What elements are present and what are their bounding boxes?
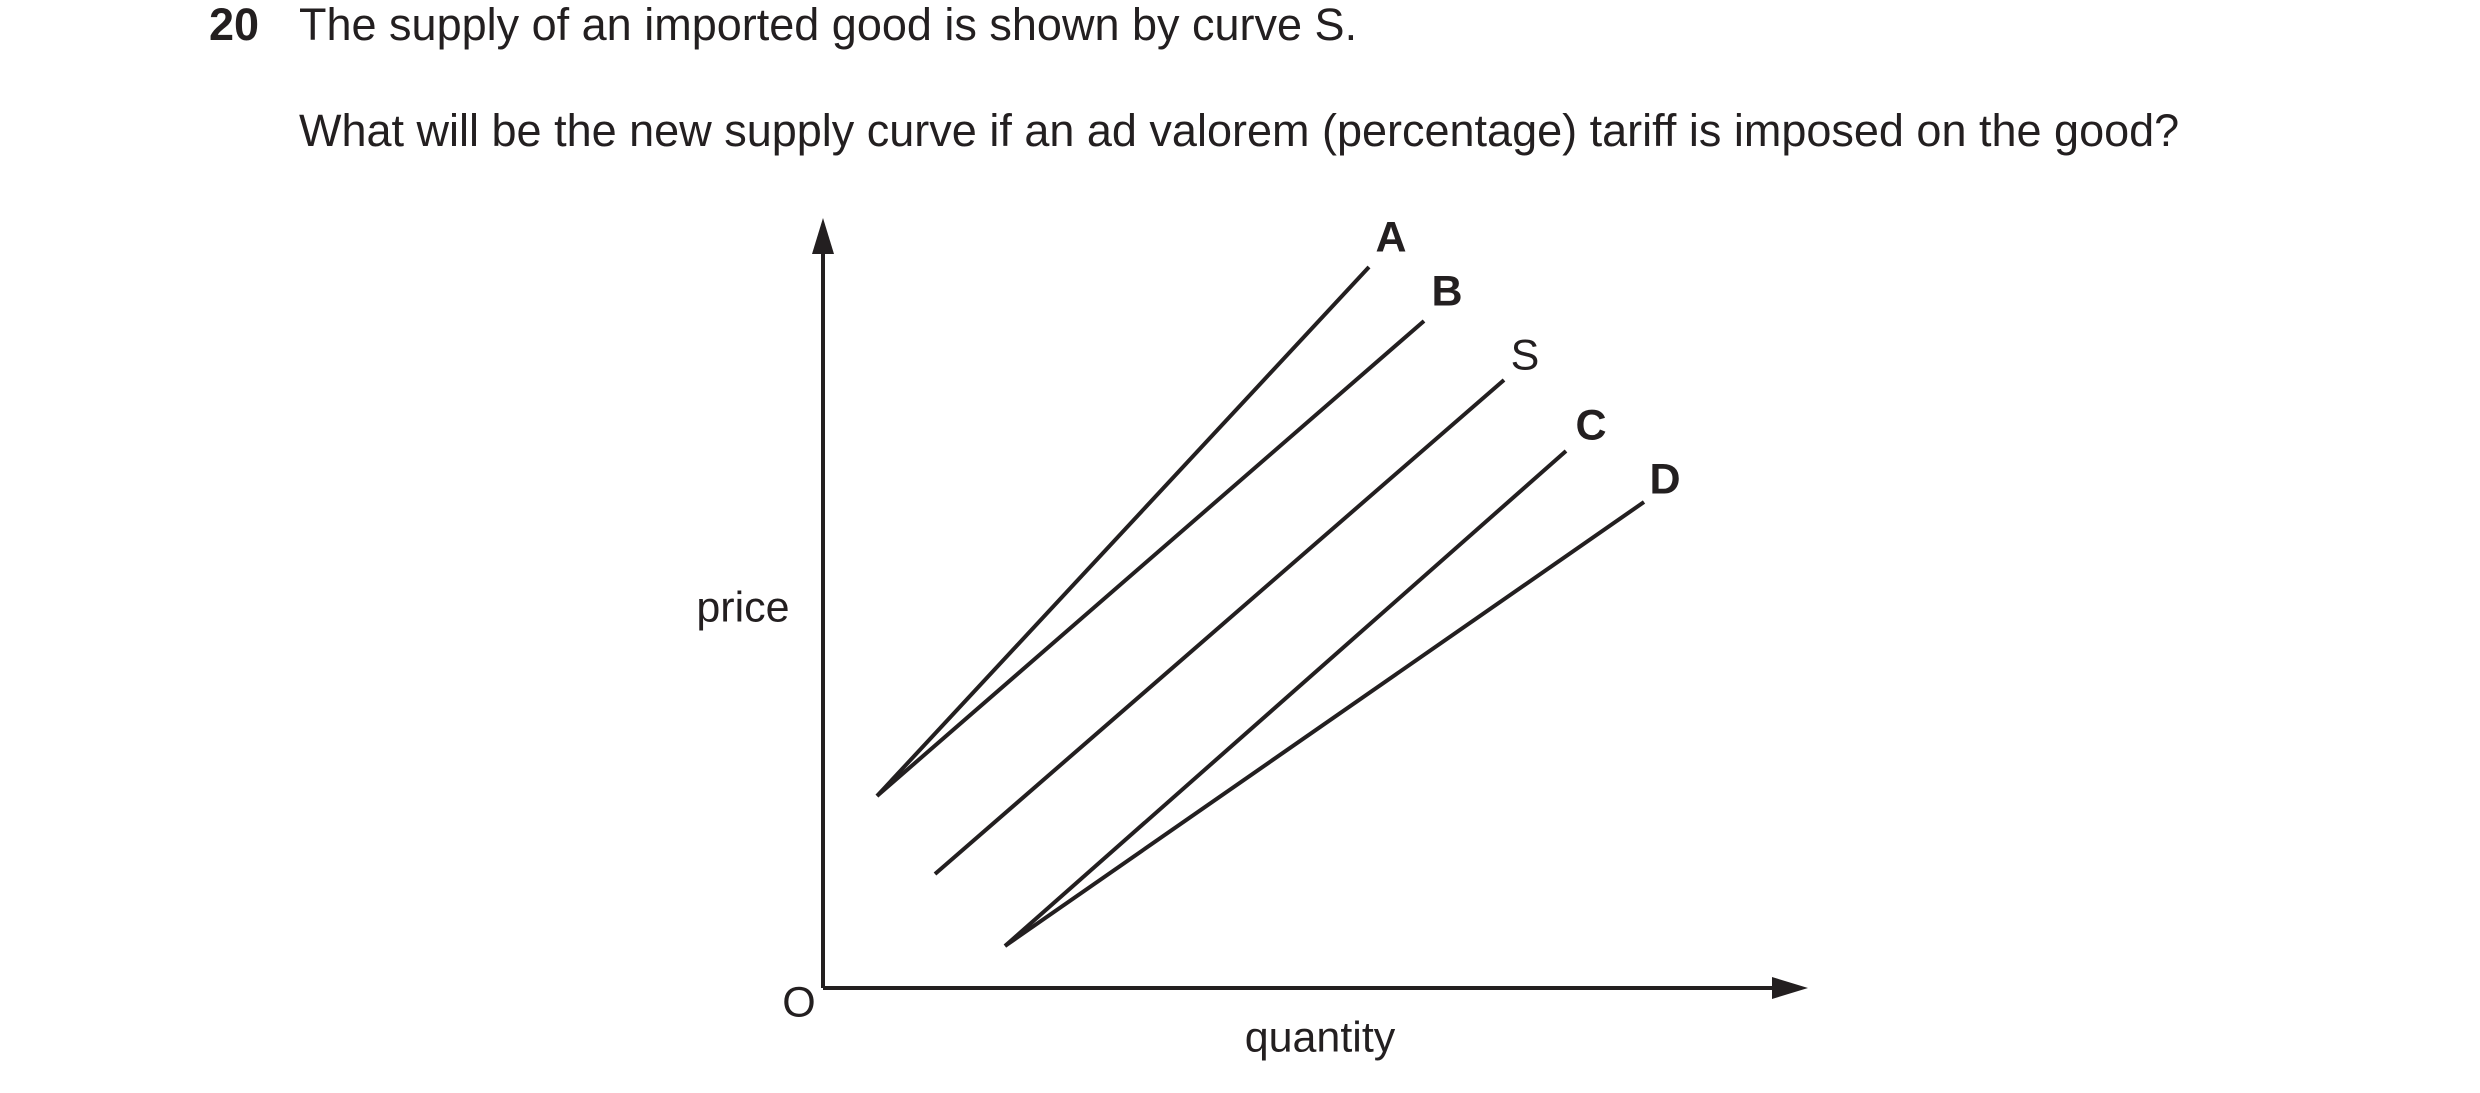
curve-d	[1003, 500, 1646, 948]
curve-label: S	[1511, 331, 1540, 379]
curve-label: A	[1375, 213, 1406, 261]
curve-label: B	[1431, 267, 1462, 315]
curve-b	[875, 319, 1426, 798]
question-prompt: What will be the new supply curve if an …	[299, 105, 2179, 156]
curve-a	[875, 265, 1371, 798]
x-axis-label: quantity	[1245, 1013, 1396, 1061]
y-axis-arrow	[812, 218, 834, 254]
curve-c	[1003, 449, 1568, 948]
question-number: 20	[209, 0, 259, 50]
curve-s	[933, 378, 1506, 876]
x-axis-arrow	[1772, 977, 1808, 999]
y-axis-label: price	[696, 583, 789, 631]
curve-label: C	[1575, 401, 1606, 449]
diagram: A B S C D price quantity O	[696, 213, 1808, 1061]
question-stem: The supply of an imported good is shown …	[299, 0, 1357, 50]
curve-label: D	[1649, 455, 1680, 503]
origin-label: O	[782, 978, 815, 1026]
